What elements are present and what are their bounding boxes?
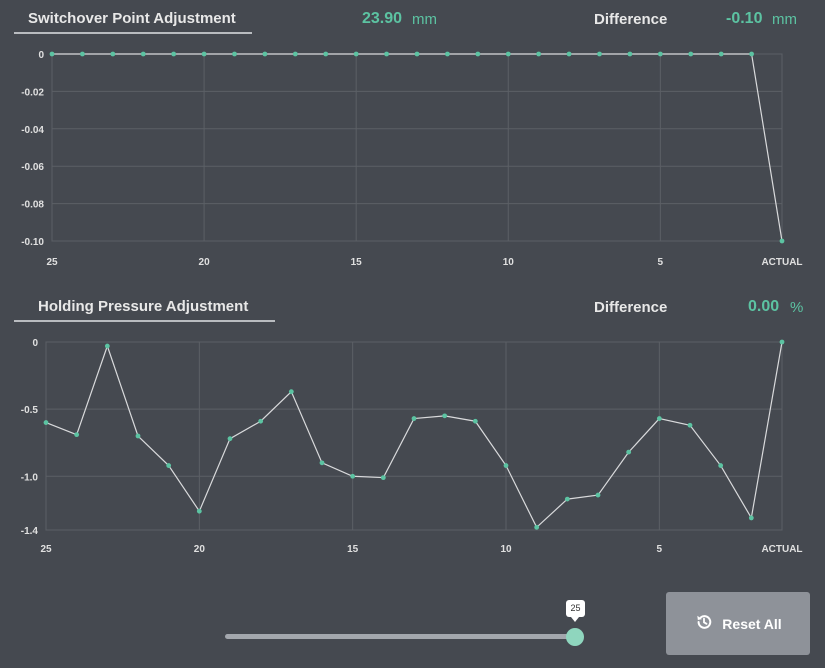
x-tick-label: 25 <box>46 257 58 268</box>
data-point <box>74 432 80 438</box>
switchover-title-underline <box>14 32 252 34</box>
data-point <box>80 51 85 57</box>
data-point <box>564 496 570 502</box>
reset-all-label: Reset All <box>722 615 782 632</box>
data-point <box>258 418 264 424</box>
data-point <box>534 524 540 530</box>
data-point <box>411 416 417 421</box>
y-tick-label: -0.06 <box>21 162 44 173</box>
data-point <box>110 51 116 57</box>
data-point <box>505 51 511 57</box>
data-point <box>597 51 602 57</box>
x-tick-label: 5 <box>658 257 664 268</box>
data-point <box>292 51 298 57</box>
data-point <box>350 473 356 479</box>
y-tick-label: -0.04 <box>21 125 44 136</box>
data-point <box>748 515 754 521</box>
holding-difference-label: Difference <box>594 299 668 316</box>
y-tick-label: -1.0 <box>21 472 39 483</box>
data-point <box>595 492 601 498</box>
data-point <box>353 51 359 57</box>
slider-value-label: 25 <box>570 603 581 613</box>
holding-difference-value: 0.00 <box>748 298 780 315</box>
y-tick-label: -0.5 <box>21 405 39 416</box>
y-tick-label: 0 <box>32 338 38 349</box>
x-tick-label: ACTUAL <box>761 257 802 268</box>
history-icon <box>694 612 714 635</box>
data-point <box>104 343 110 349</box>
data-point <box>232 51 237 57</box>
data-point <box>43 420 49 425</box>
y-tick-label: -0.02 <box>21 87 44 98</box>
data-point <box>445 51 450 57</box>
x-tick-label: 10 <box>503 257 515 268</box>
data-point <box>196 508 202 514</box>
data-point <box>718 51 724 57</box>
data-point <box>262 51 268 57</box>
x-tick-label: ACTUAL <box>761 544 802 555</box>
reset-all-button[interactable]: Reset All <box>666 592 810 655</box>
data-point <box>166 463 172 468</box>
data-point <box>135 433 141 439</box>
data-point <box>536 51 542 57</box>
data-point <box>380 475 386 481</box>
x-tick-label: 10 <box>500 544 512 555</box>
data-point <box>779 339 785 345</box>
holding-title: Holding Pressure Adjustment <box>38 298 249 315</box>
data-point <box>718 463 724 468</box>
data-point <box>687 422 693 428</box>
data-point <box>779 238 785 244</box>
x-tick-label: 20 <box>199 257 211 268</box>
data-point <box>503 463 509 468</box>
data-point <box>323 51 329 57</box>
data-point <box>384 51 389 57</box>
data-point <box>749 51 754 57</box>
x-tick-label: 15 <box>347 544 359 555</box>
data-point <box>472 418 478 424</box>
data-point <box>140 51 146 57</box>
switchover-title: Switchover Point Adjustment <box>28 10 236 27</box>
data-point <box>656 416 662 421</box>
data-point <box>688 51 694 57</box>
data-point <box>626 449 632 455</box>
data-point <box>475 51 481 57</box>
data-point <box>657 51 663 57</box>
y-tick-label: 0 <box>38 50 44 61</box>
data-point <box>227 436 233 442</box>
plot-frame <box>51 53 783 242</box>
data-point <box>566 51 572 57</box>
x-tick-label: 25 <box>40 544 52 555</box>
series-line <box>52 53 783 242</box>
y-tick-label: -1.4 <box>21 526 39 537</box>
holding-difference-unit: % <box>790 299 804 316</box>
switchover-difference-unit: mm <box>772 11 797 28</box>
holding-title-underline <box>14 320 275 322</box>
data-point <box>627 51 633 57</box>
history-slider-track[interactable] <box>225 634 575 639</box>
plot-frame <box>45 341 783 531</box>
data-point <box>49 51 55 57</box>
data-point <box>171 51 177 57</box>
switchover-value: 23.90 <box>362 10 403 27</box>
data-point <box>288 389 294 395</box>
series-line <box>45 341 783 529</box>
data-point <box>319 460 325 466</box>
data-point <box>414 51 420 57</box>
switchover-value-unit: mm <box>412 11 437 28</box>
slider-value-tooltip: 25 <box>566 600 585 622</box>
x-tick-label: 15 <box>351 257 363 268</box>
history-slider-thumb[interactable] <box>566 628 584 646</box>
data-point <box>442 413 448 419</box>
data-point <box>201 51 207 57</box>
y-tick-label: -0.08 <box>21 200 44 211</box>
switchover-difference-value: -0.10 <box>726 10 763 27</box>
x-tick-label: 20 <box>194 544 206 555</box>
switchover-difference-label: Difference <box>594 11 668 28</box>
y-tick-label: -0.10 <box>21 237 44 248</box>
x-tick-label: 5 <box>657 544 663 555</box>
holding-chart: 0 -0.5 -1.0 -1.425 20 15 10 5 ACTUAL <box>21 338 803 555</box>
